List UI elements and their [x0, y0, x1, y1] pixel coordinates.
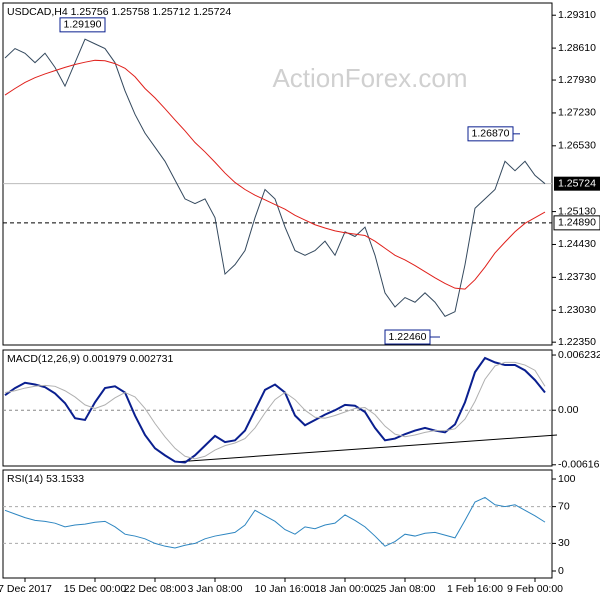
level-label: 1.24890: [558, 217, 596, 229]
x-tick-label: 3 Jan 08:00: [188, 583, 243, 595]
series-line: [4, 356, 546, 464]
annotation-label: 1.26870: [472, 128, 510, 140]
series-line: [4, 361, 546, 460]
x-tick-label: 15 Dec 00:00: [64, 583, 127, 595]
y-tick-label: 100: [558, 473, 576, 485]
y-tick-label: 1.23730: [558, 271, 596, 283]
y-tick-label: -0.006163: [558, 459, 600, 471]
y-tick-label: 1.26530: [558, 140, 596, 152]
y-tick-label: 1.24430: [558, 238, 596, 250]
current-price-box: [554, 176, 600, 191]
watermark: ActionForex.com: [272, 63, 467, 93]
y-tick-label: 70: [558, 500, 570, 512]
x-tick-label: 25 Jan 08:00: [375, 583, 436, 595]
current-price-label: 1.25724: [558, 177, 596, 189]
annotation-label: 1.29190: [64, 19, 102, 31]
panel-frame: [2, 469, 553, 579]
y-tick-label: 1.25130: [558, 205, 596, 217]
y-tick-label: 1.27930: [558, 74, 596, 86]
panel-title: USDCAD,H4 1.25756 1.25758 1.25712 1.2572…: [7, 6, 231, 18]
x-tick-label: 7 Dec 2017: [0, 583, 52, 595]
y-tick-label: 1.27230: [558, 107, 596, 119]
panel-frame: [2, 2, 553, 346]
series-line: [4, 38, 546, 317]
annotation-box: [59, 17, 106, 33]
y-tick-label: 1.22350: [558, 336, 596, 348]
x-tick-label: 9 Feb 00:00: [507, 583, 563, 595]
y-tick-label: 1.23030: [558, 304, 596, 316]
trend-line: [174, 434, 558, 463]
x-tick-label: 1 Feb 16:00: [447, 583, 503, 595]
y-tick-label: 1.28610: [558, 42, 596, 54]
panel-title: MACD(12,26,9) 0.001979 0.002731: [7, 353, 174, 365]
level-box: [553, 215, 600, 231]
y-tick-label: 0: [558, 565, 564, 577]
panel-frame: [2, 349, 553, 467]
x-tick-label: 10 Jan 16:00: [255, 583, 316, 595]
y-tick-label: 30: [558, 537, 570, 549]
annotation-box: [384, 329, 431, 345]
x-tick-label: 22 Dec 08:00: [124, 583, 187, 595]
series-line: [4, 59, 546, 290]
x-tick-label: 18 Jan 00:00: [315, 583, 376, 595]
panel-title: RSI(14) 53.1533: [7, 473, 84, 485]
annotation-box: [467, 126, 514, 142]
y-tick-label: 0.00: [558, 404, 579, 416]
y-tick-label: 0.006232: [558, 349, 600, 361]
series-line: [4, 496, 546, 549]
annotation-label: 1.22460: [389, 331, 427, 343]
y-tick-label: 1.29310: [558, 9, 596, 21]
